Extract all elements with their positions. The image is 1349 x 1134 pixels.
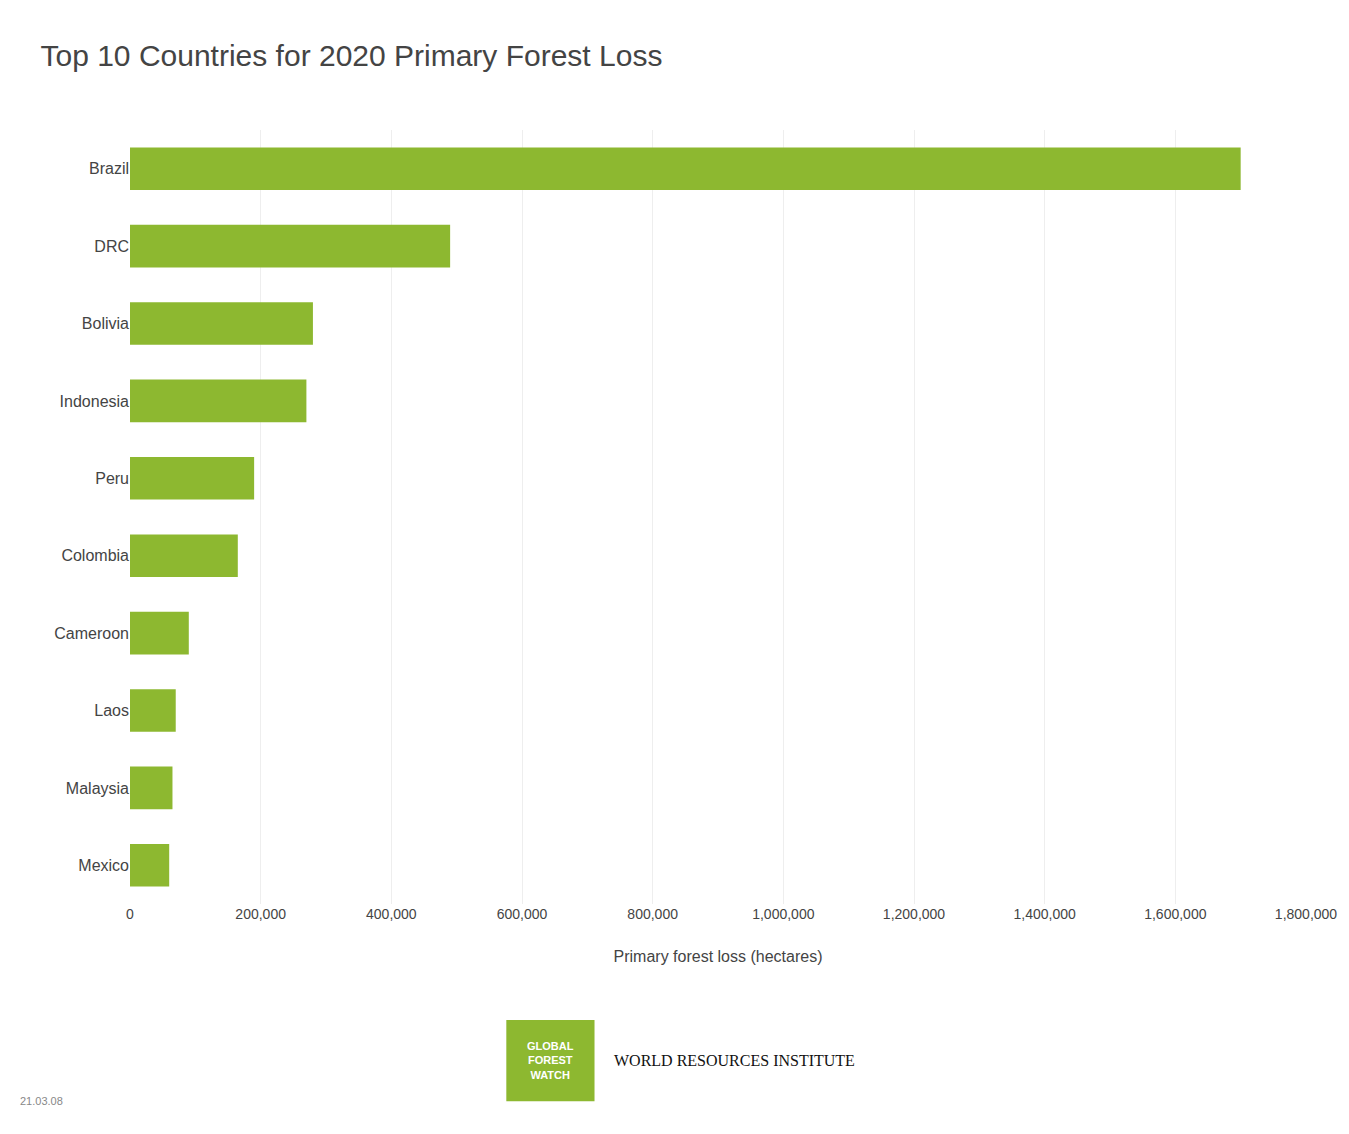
svg-text:Malaysia: Malaysia [66,780,129,797]
svg-text:Brazil: Brazil [89,160,129,177]
svg-text:800,000: 800,000 [627,906,678,922]
svg-text:Indonesia: Indonesia [60,393,129,410]
svg-text:1,000,000: 1,000,000 [752,906,814,922]
svg-text:Mexico: Mexico [78,857,129,874]
svg-text:1,600,000: 1,600,000 [1144,906,1206,922]
svg-text:Laos: Laos [94,702,129,719]
svg-text:Cameroon: Cameroon [54,625,129,642]
svg-text:Colombia: Colombia [61,547,129,564]
svg-text:Bolivia: Bolivia [82,315,129,332]
svg-text:1,200,000: 1,200,000 [883,906,945,922]
svg-text:Top 10 Countries for 2020 Prim: Top 10 Countries for 2020 Primary Forest… [40,39,662,72]
svg-text:200,000: 200,000 [235,906,286,922]
svg-text:WORLD RESOURCES INSTITUTE: WORLD RESOURCES INSTITUTE [614,1052,855,1069]
svg-text:Peru: Peru [95,470,129,487]
svg-text:600,000: 600,000 [497,906,548,922]
svg-text:GLOBALFORESTWATCH: GLOBALFORESTWATCH [527,1040,574,1081]
svg-text:DRC: DRC [94,238,129,255]
svg-text:1,800,000: 1,800,000 [1275,906,1337,922]
svg-text:21.03.08: 21.03.08 [20,1095,63,1107]
svg-text:Primary forest loss (hectares): Primary forest loss (hectares) [614,948,823,965]
svg-text:400,000: 400,000 [366,906,417,922]
svg-text:1,400,000: 1,400,000 [1014,906,1076,922]
svg-text:0: 0 [126,906,134,922]
